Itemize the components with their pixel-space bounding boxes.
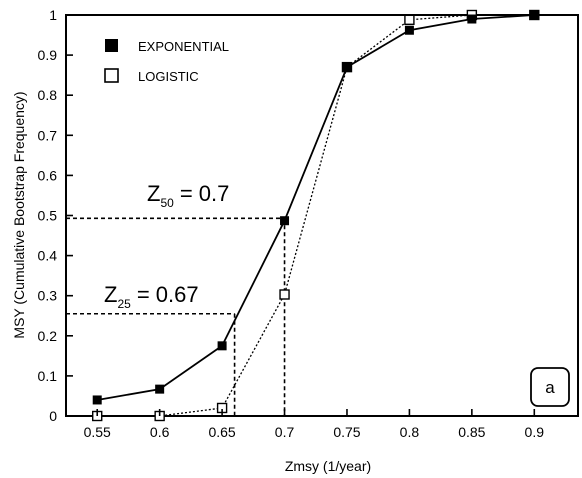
y-tick-label: 0 (49, 408, 57, 424)
data-point-exponential (155, 384, 165, 394)
series-line-logistic (97, 14, 535, 417)
legend-marker-exponential (105, 39, 118, 52)
annotation-z25: Z25 = 0.67 (104, 282, 199, 311)
annotation-z25-main: Z (104, 282, 117, 307)
legend-marker-logistic (104, 68, 119, 83)
y-axis-title: MSY (Cumulative Bootstrap Frequency) (11, 91, 27, 338)
data-point-exponential (404, 25, 414, 35)
x-tick-label: 0.85 (458, 424, 485, 440)
data-point-exponential (217, 341, 227, 351)
annotation-z25-value: = 0.67 (137, 282, 199, 307)
y-tick-label: 0.6 (38, 167, 58, 183)
legend: EXPONENTIAL LOGISTIC (104, 39, 229, 84)
annotation-z50-sub: 50 (160, 196, 174, 210)
data-point-exponential (529, 10, 539, 20)
y-tick-label: 0.9 (38, 47, 58, 63)
panel-label-box: a (530, 367, 570, 407)
legend-label-logistic: LOGISTIC (138, 69, 199, 84)
reference-lines (66, 217, 286, 416)
data-point-exponential (92, 395, 102, 405)
data-point-exponential (342, 62, 352, 72)
data-point-exponential (280, 216, 290, 226)
y-tick-label: 0.5 (38, 208, 58, 224)
data-point-logistic (404, 14, 415, 26)
x-axis-title: Zmsy (1/year) (285, 458, 371, 474)
y-tick-label: 1 (49, 7, 57, 23)
x-tick-label: 0.8 (400, 424, 420, 440)
data-point-exponential (467, 14, 477, 24)
y-tick-label: 0.2 (38, 328, 58, 344)
x-tick-label: 0.7 (275, 424, 295, 440)
x-tick-label: 0.55 (84, 424, 111, 440)
x-tick-label: 0.65 (208, 424, 235, 440)
data-point-logistic (279, 289, 290, 300)
y-tick-label: 0.3 (38, 288, 58, 304)
y-tick-label: 0.8 (38, 87, 58, 103)
legend-label-exponential: EXPONENTIAL (138, 39, 229, 54)
x-tick-label: 0.75 (333, 424, 360, 440)
x-axis: 0.55 0.6 0.65 0.7 0.75 0.8 0.85 0.9 (84, 409, 545, 440)
y-tick-label: 0.1 (38, 368, 58, 384)
series-line-exponential (97, 14, 535, 401)
annotation-z25-sub: 25 (117, 297, 131, 311)
x-tick-label: 0.9 (525, 424, 545, 440)
annotation-z50-value: = 0.7 (180, 181, 230, 206)
annotation-z50: Z50 = 0.7 (147, 181, 229, 210)
y-axis: 0 0.1 0.2 0.3 0.4 0.5 0.6 0.7 0.8 0.9 1 (38, 7, 73, 424)
y-tick-label: 0.4 (38, 248, 58, 264)
x-tick-label: 0.6 (150, 424, 170, 440)
series-lines (97, 14, 535, 417)
y-tick-label: 0.7 (38, 127, 58, 143)
annotation-z50-main: Z (147, 181, 160, 206)
panel-label: a (545, 378, 555, 397)
